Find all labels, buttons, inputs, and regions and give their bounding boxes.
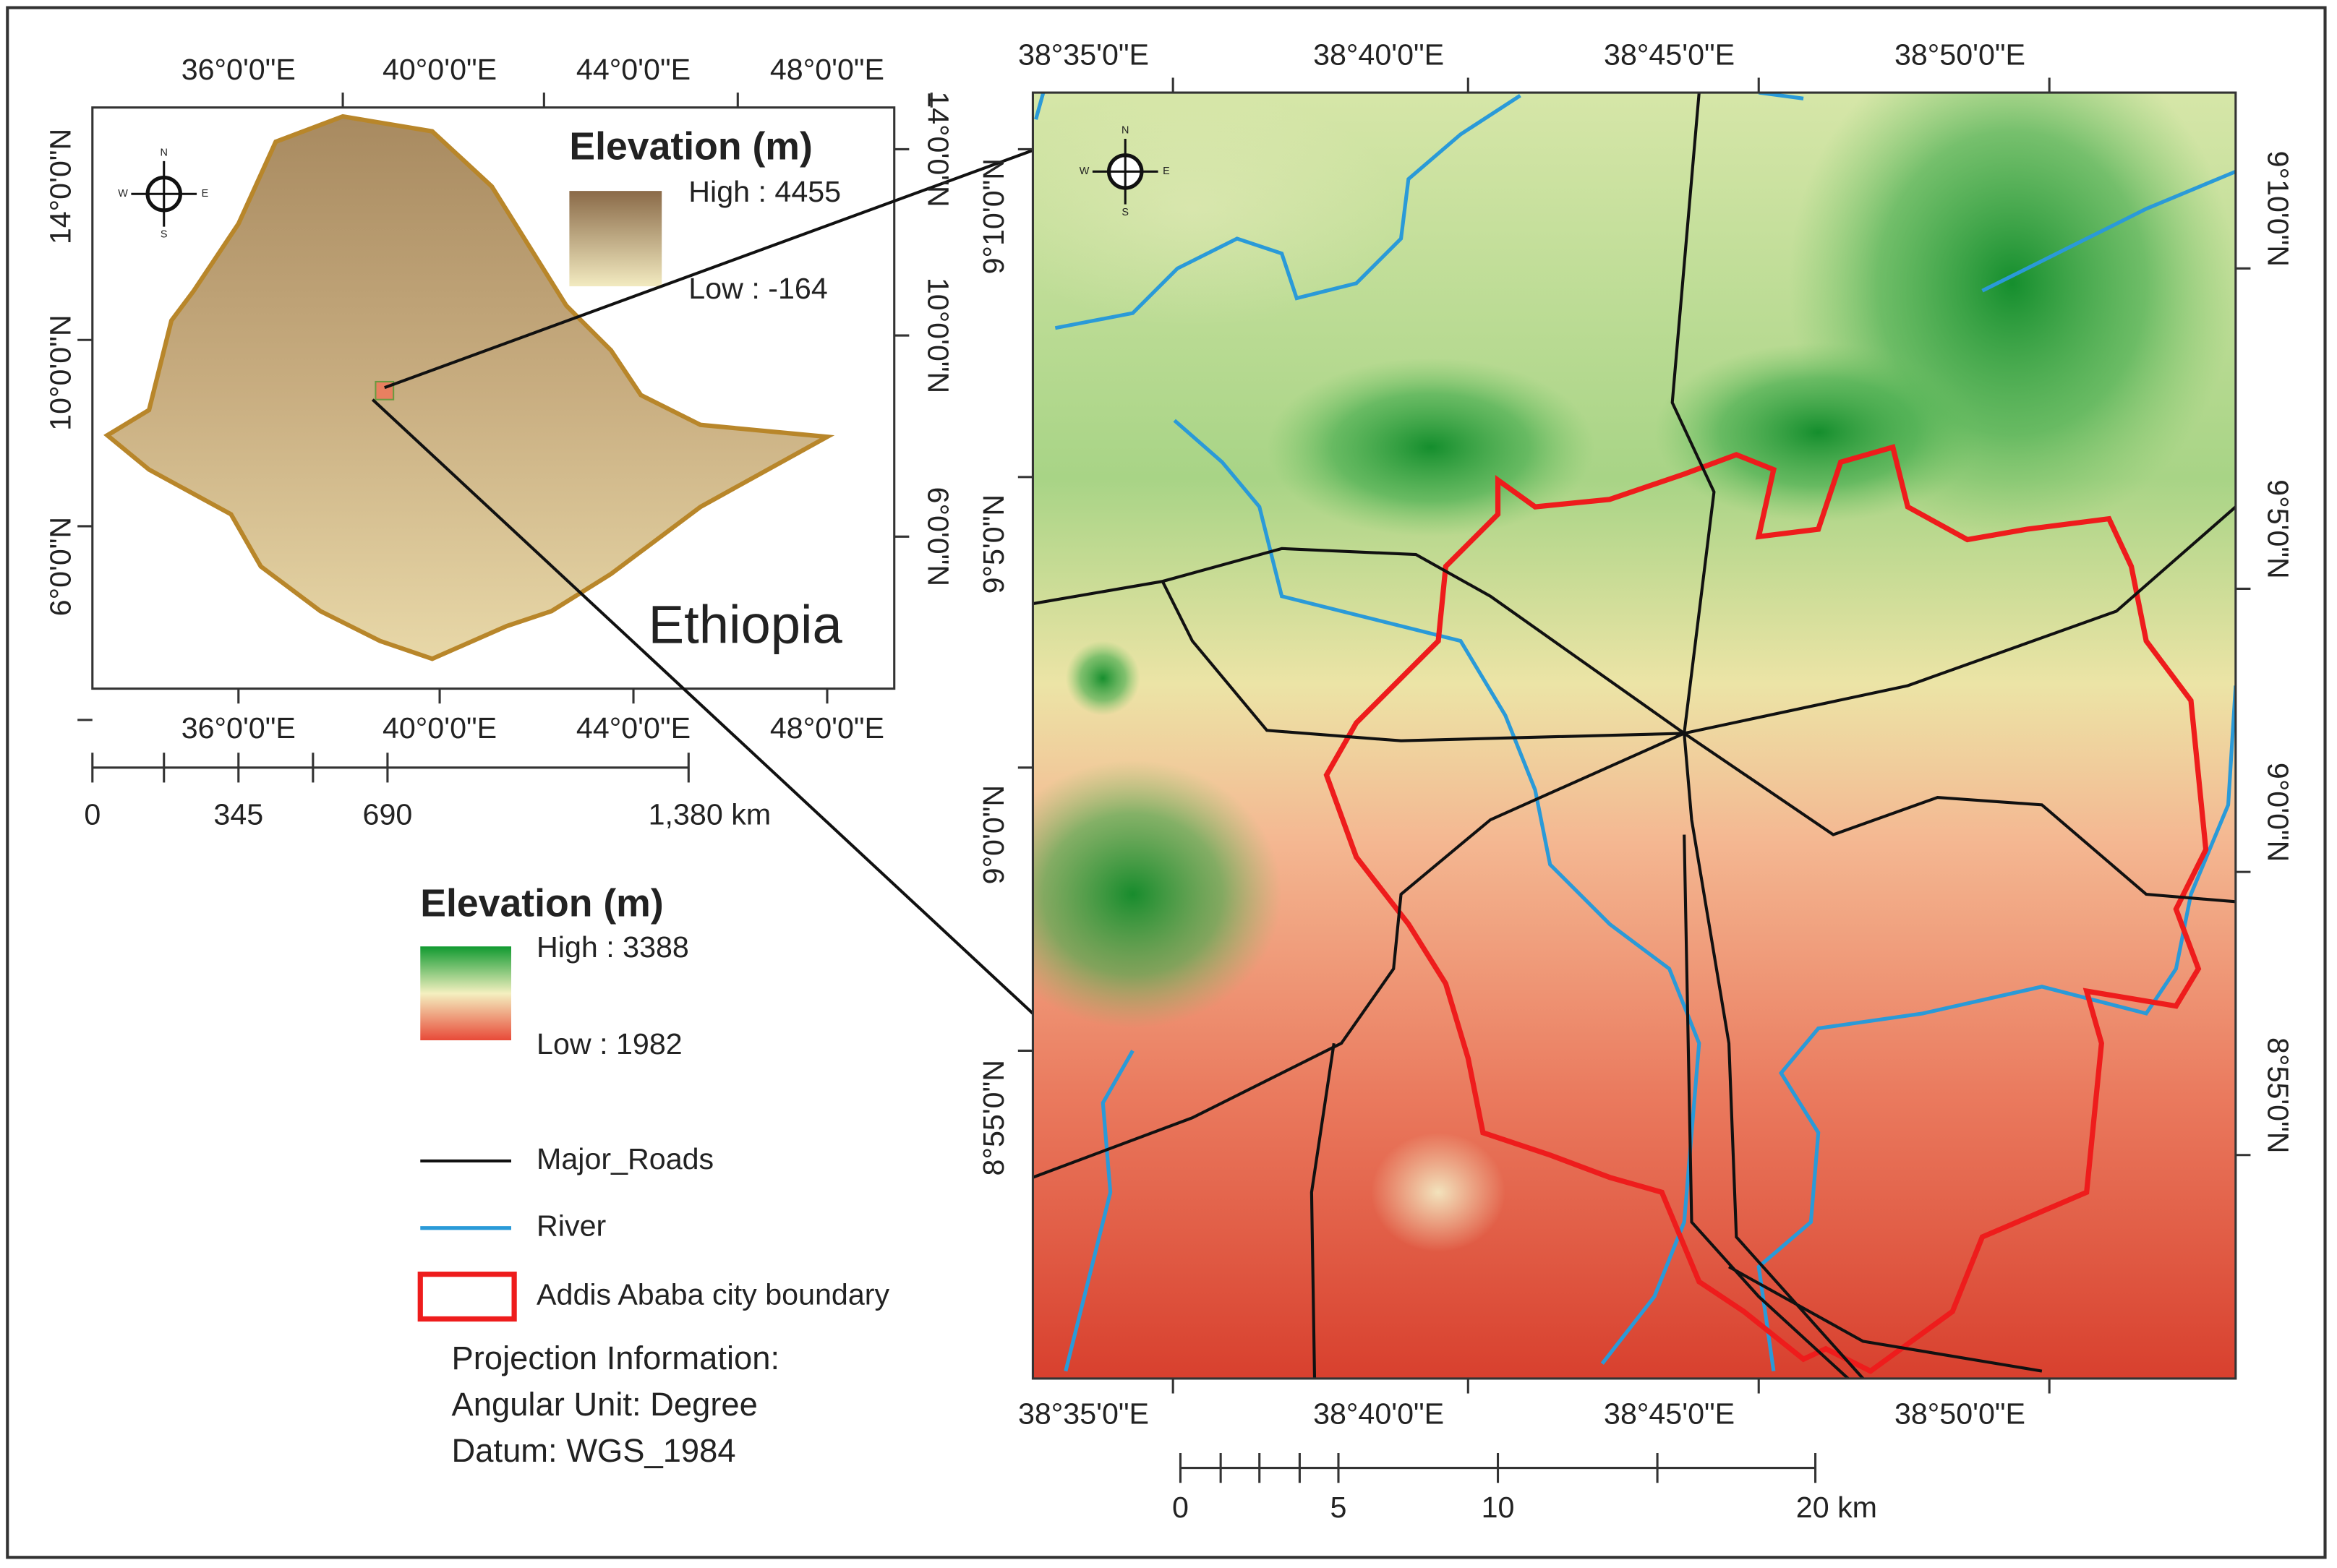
legend-boundary-swatch	[417, 1272, 517, 1322]
main-lat-label: 9°5'0"N	[977, 494, 1010, 594]
main-lat-label: 9°10'0"N	[977, 158, 1010, 274]
scale-label: 5	[1330, 1491, 1347, 1524]
main-frame	[1031, 91, 2237, 1380]
scale-label: 10	[1482, 1491, 1515, 1524]
highland	[1267, 357, 1595, 537]
highland	[1654, 343, 1983, 522]
main-lon-label: 38°40'0"E	[1313, 38, 1444, 72]
compass-letter: W	[1080, 166, 1090, 177]
inset-lon-label: 44°0'0"E	[576, 53, 691, 86]
country-label: Ethiopia	[649, 595, 843, 655]
road	[1728, 1265, 2043, 1373]
road	[1033, 732, 1686, 1179]
main-lon-label: 38°35'0"E	[1018, 1397, 1149, 1430]
inset-legend-high: High : 4455	[688, 175, 841, 208]
inset-lon-label: 36°0'0"E	[181, 53, 296, 86]
inset-lat-label: 10°0'0"N	[43, 314, 77, 430]
main-lon-label: 38°35'0"E	[1018, 38, 1149, 72]
river	[1064, 1050, 1135, 1372]
inset-lon-label: 48°0'0"E	[770, 53, 884, 86]
ethiopia-shape	[103, 113, 835, 661]
inset-lat-label: 14°0'0"N	[43, 129, 77, 244]
scale-label: 1,380 km	[649, 798, 772, 831]
river	[1034, 93, 1046, 120]
legend-item: Major_Roads	[537, 1142, 714, 1175]
road	[1033, 547, 1686, 735]
inset-legend-title: Elevation (m)	[569, 125, 812, 168]
main-lon-label: 38°45'0"E	[1604, 38, 1735, 72]
road	[1683, 732, 2236, 904]
inset-legend-ramp	[569, 191, 662, 287]
main-lon-label: 38°50'0"E	[1894, 1397, 2025, 1430]
figure-border	[6, 6, 2327, 1559]
inset-lat-label: 10°0'0"N	[922, 278, 955, 393]
scale-label: 0	[1172, 1491, 1189, 1524]
highland	[1033, 760, 1282, 1029]
scale-label: 0	[84, 798, 101, 831]
river	[1054, 94, 1521, 330]
inset-lon-label: 36°0'0"E	[181, 711, 296, 745]
compass-letter: E	[202, 188, 209, 200]
road	[1161, 580, 1685, 742]
compass-letter: W	[118, 188, 128, 200]
legend-low: Low : 1982	[537, 1027, 683, 1061]
legend-high: High : 3388	[537, 930, 689, 964]
projection-info: Projection Information:	[452, 1340, 780, 1376]
main-lat-label: 8°55'0"N	[977, 1060, 1010, 1175]
main-lat-label: 9°5'0"N	[2262, 479, 2295, 579]
connector-line	[384, 147, 1037, 390]
inset-lat-label: 6°0'0"N	[922, 487, 955, 587]
inset-lon-label: 40°0'0"E	[383, 53, 497, 86]
river	[1756, 685, 2236, 1371]
road	[1683, 505, 2236, 735]
main-lat-label: 9°0'0"N	[977, 785, 1010, 885]
compass-letter: N	[1121, 124, 1129, 136]
compass-letter: S	[1121, 207, 1129, 218]
legend-title: Elevation (m)	[420, 882, 663, 925]
main-lat-label: 9°10'0"N	[2262, 151, 2295, 267]
connector-line	[371, 398, 1034, 1015]
scale-label: 345	[213, 798, 263, 831]
legend-item: Addis Ababa city boundary	[537, 1277, 889, 1311]
inset-lat-label: 14°0'0"N	[922, 91, 955, 207]
main-lon-label: 38°50'0"E	[1894, 38, 2025, 72]
inset-lon-label: 44°0'0"E	[576, 711, 691, 745]
legend-item: River	[537, 1209, 606, 1243]
road	[1670, 93, 1865, 1379]
inset-lon-label: 40°0'0"E	[383, 711, 497, 745]
projection-info: Datum: WGS_1984	[452, 1432, 736, 1469]
main-lon-label: 38°45'0"E	[1604, 1397, 1735, 1430]
compass-letter: N	[161, 147, 168, 158]
plateau	[1033, 93, 1401, 328]
projection-info: Angular Unit: Degree	[452, 1386, 758, 1423]
road	[1683, 834, 1850, 1379]
main-lat-label: 8°55'0"N	[2262, 1037, 2295, 1153]
scale-label: 690	[363, 798, 413, 831]
compass-letter: S	[161, 229, 168, 241]
highland	[1065, 641, 1140, 716]
main-map	[1033, 93, 2236, 1379]
main-lat-label: 9°0'0"N	[2262, 763, 2295, 862]
road	[1310, 1042, 1336, 1379]
inset-lon-label: 48°0'0"E	[770, 711, 884, 745]
river	[1981, 169, 2236, 293]
city-boundary	[1323, 444, 2209, 1374]
hill	[1371, 1132, 1505, 1252]
scale-label: 20 km	[1796, 1491, 1877, 1524]
inset-legend-low: Low : -164	[688, 272, 827, 305]
inset-lat-label: 6°0'0"N	[43, 517, 77, 617]
compass-letter: E	[1163, 166, 1170, 177]
legend-ramp	[420, 946, 511, 1041]
main-lon-label: 38°40'0"E	[1313, 1397, 1444, 1430]
